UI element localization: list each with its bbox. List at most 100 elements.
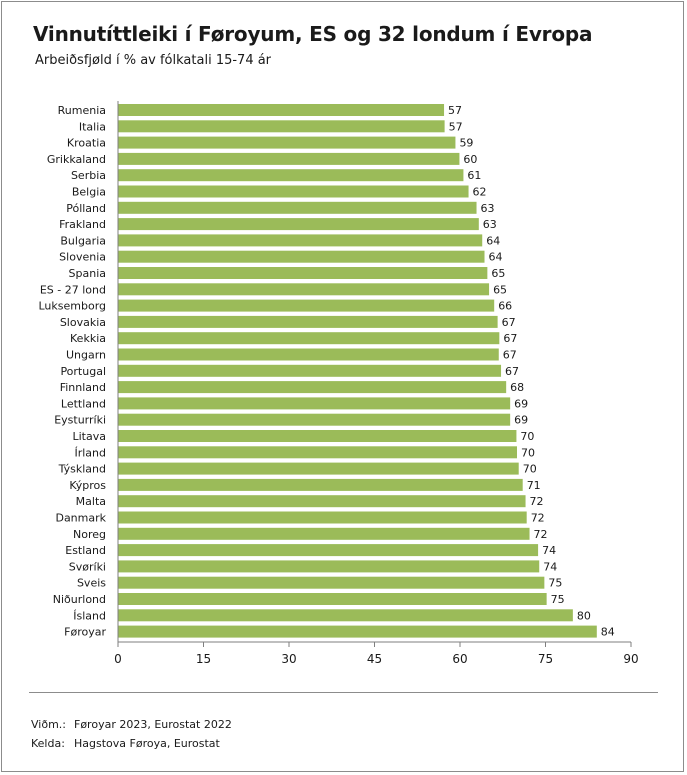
category-label: Lettland bbox=[61, 397, 106, 410]
data-label: 67 bbox=[503, 349, 517, 362]
data-label: 62 bbox=[473, 186, 487, 199]
category-label: Malta bbox=[76, 495, 106, 508]
data-label: 63 bbox=[481, 202, 495, 215]
data-label: 70 bbox=[523, 463, 537, 476]
data-label: 61 bbox=[467, 169, 481, 182]
data-label: 70 bbox=[520, 430, 534, 443]
data-label: 74 bbox=[543, 560, 557, 573]
category-label: Írland bbox=[74, 446, 106, 459]
x-tick-label: 30 bbox=[281, 652, 296, 666]
data-label: 67 bbox=[503, 332, 517, 345]
bar-serbia bbox=[118, 169, 464, 182]
bar-p-lland bbox=[118, 201, 477, 214]
footer-note-label: Viðm.: bbox=[31, 718, 66, 731]
category-label: Danmark bbox=[55, 512, 106, 525]
category-label: Pólland bbox=[66, 202, 106, 215]
x-tick-label: 75 bbox=[538, 652, 553, 666]
data-label: 69 bbox=[514, 397, 528, 410]
x-tick-label: 0 bbox=[114, 652, 122, 666]
data-label: 74 bbox=[542, 544, 556, 557]
bar-portugal bbox=[118, 364, 502, 377]
data-label: 57 bbox=[449, 120, 463, 133]
data-label: 65 bbox=[493, 283, 507, 296]
bar-rumenia bbox=[118, 104, 445, 116]
category-label: Kekkia bbox=[70, 332, 106, 345]
x-tick-label: 45 bbox=[367, 652, 382, 666]
data-label: 72 bbox=[530, 495, 544, 508]
chart-subtitle: Arbeiðsfjøld í % av fólkatali 15-74 ár bbox=[35, 53, 272, 68]
bar-grikkaland bbox=[118, 152, 460, 165]
data-label: 67 bbox=[502, 316, 516, 329]
category-label: Slovenia bbox=[59, 251, 106, 264]
bar-es-27-lond bbox=[118, 283, 490, 296]
bar-sveis bbox=[118, 576, 545, 589]
x-tick-label: 90 bbox=[623, 652, 638, 666]
data-label: 57 bbox=[448, 104, 462, 117]
footer-source: Kelda: Hagstova Føroya, Eurostat bbox=[31, 737, 220, 750]
footer-note: Viðm.: Føroyar 2023, Eurostat 2022 bbox=[31, 718, 232, 731]
bar-kroatia bbox=[118, 136, 456, 149]
footer-note-text: Føroyar 2023, Eurostat 2022 bbox=[74, 718, 232, 731]
bar-chart: Rumenia 57 Italia 57 Kroatia 59 Grikkaland 60 Se… bbox=[38, 101, 639, 666]
bar-k-pros bbox=[118, 478, 523, 491]
data-label: 63 bbox=[483, 218, 497, 231]
data-label: 70 bbox=[521, 446, 535, 459]
bar-belgia bbox=[118, 185, 469, 198]
x-tick-label: 60 bbox=[452, 652, 467, 666]
data-label: 66 bbox=[498, 300, 512, 313]
bar-bulgaria bbox=[118, 234, 483, 247]
bar-kekkia bbox=[118, 332, 500, 345]
bar-litava bbox=[118, 430, 517, 442]
bar-spania bbox=[118, 267, 488, 279]
footer-divider bbox=[29, 692, 658, 693]
bar-frakland bbox=[118, 218, 479, 231]
bar-slovakia bbox=[118, 315, 498, 328]
category-label: Grikkaland bbox=[47, 153, 106, 166]
data-label: 72 bbox=[531, 512, 545, 525]
x-tick-label: 15 bbox=[196, 652, 211, 666]
category-label: Bulgaria bbox=[60, 234, 106, 247]
category-label: Rumenia bbox=[58, 104, 106, 117]
category-label: Ísland bbox=[73, 609, 106, 622]
bar-ungarn bbox=[118, 348, 499, 361]
bar-slovenia bbox=[118, 250, 485, 263]
data-label: 65 bbox=[491, 267, 505, 280]
data-label: 68 bbox=[510, 381, 524, 394]
data-label: 64 bbox=[486, 234, 500, 247]
data-label: 80 bbox=[577, 609, 591, 622]
data-label: 67 bbox=[505, 365, 519, 378]
data-label: 71 bbox=[527, 479, 541, 492]
category-label: Portugal bbox=[60, 365, 106, 378]
data-label: 64 bbox=[489, 251, 503, 264]
footer-source-text: Hagstova Føroya, Eurostat bbox=[74, 737, 220, 750]
category-label: Serbia bbox=[71, 169, 106, 182]
category-label: Týskland bbox=[58, 463, 106, 476]
bar-sv-r-ki bbox=[118, 560, 540, 573]
data-label: 72 bbox=[534, 528, 548, 541]
chart-title: Vinnutíttleiki í Føroyum, ES og 32 londu… bbox=[33, 22, 593, 46]
bar-noreg bbox=[118, 527, 530, 540]
category-label: Niðurlond bbox=[53, 593, 106, 606]
category-label: Noreg bbox=[73, 528, 106, 541]
category-label: Eysturríki bbox=[54, 414, 106, 427]
category-label: Føroyar bbox=[64, 626, 106, 639]
bar-estland bbox=[118, 544, 539, 557]
data-label: 75 bbox=[551, 593, 565, 606]
bar--rland bbox=[118, 446, 517, 459]
category-label: Frakland bbox=[59, 218, 106, 231]
bar-t-skland bbox=[118, 462, 519, 475]
category-label: Sveis bbox=[77, 577, 106, 590]
category-label: Belgia bbox=[72, 186, 106, 199]
bar-f-royar bbox=[118, 625, 597, 638]
bar--sland bbox=[118, 609, 573, 622]
category-label: Slovakia bbox=[60, 316, 106, 329]
bar-ni-urlond bbox=[118, 593, 547, 605]
category-label: Svøríki bbox=[69, 560, 106, 573]
category-label: Kýpros bbox=[69, 479, 106, 492]
category-label: Italia bbox=[79, 120, 106, 133]
category-label: Finnland bbox=[60, 381, 106, 394]
bar-finnland bbox=[118, 381, 507, 394]
category-label: Kroatia bbox=[67, 137, 106, 150]
bar-italia bbox=[118, 120, 445, 133]
